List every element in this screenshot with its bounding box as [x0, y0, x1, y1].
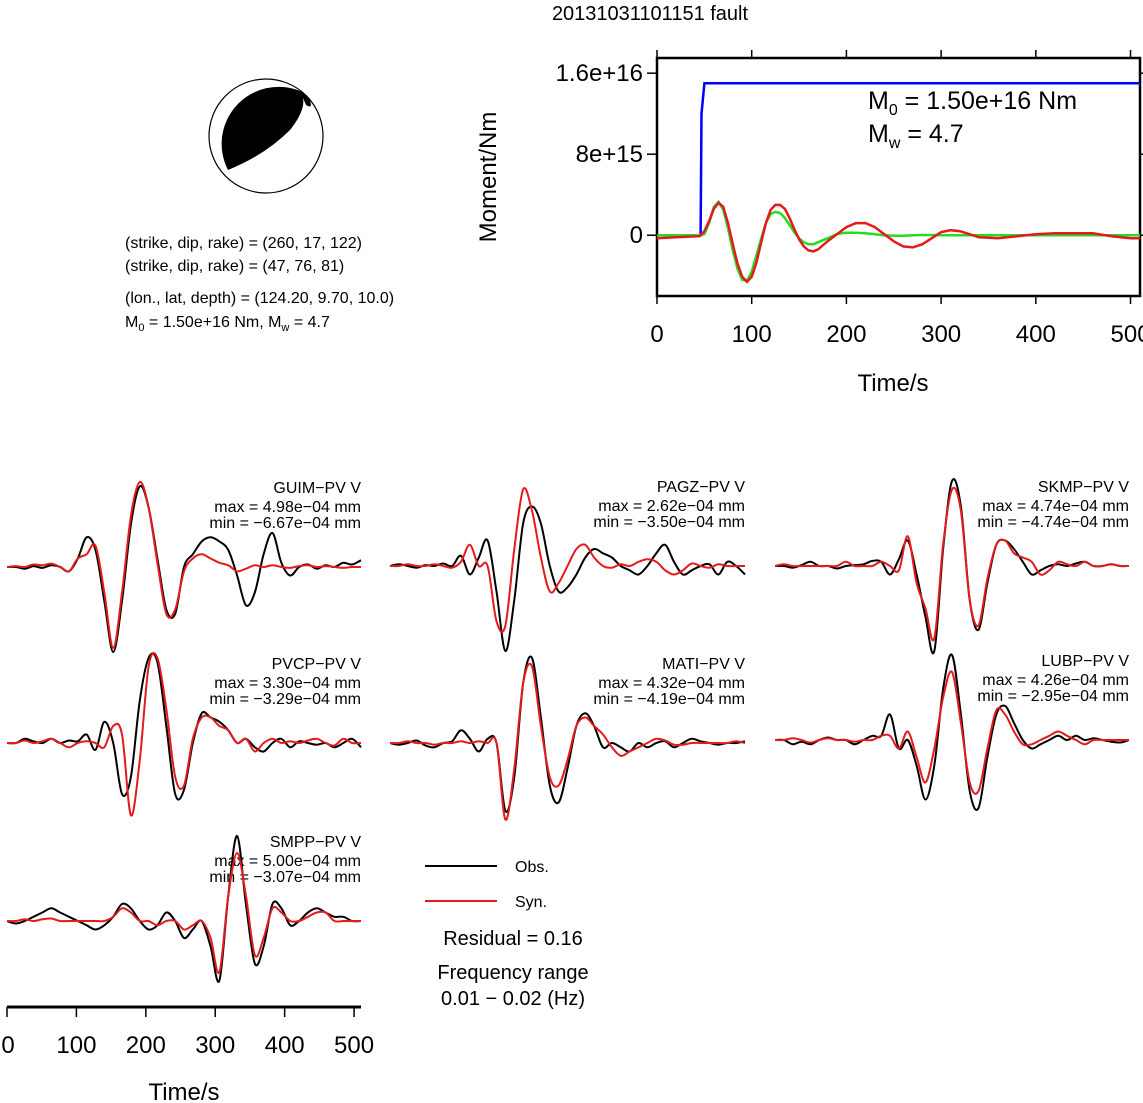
obs-trace	[389, 505, 746, 653]
legend-obs-label: Obs.	[515, 859, 549, 876]
moment-y-tick-label: 0	[630, 222, 643, 249]
moment-y-tick-label: 1.6e+16	[556, 60, 643, 87]
plane2-text: (strike, dip, rake) = (47, 76, 81)	[125, 258, 344, 275]
waveform-time-axis: 0 100 200 300 400 500	[1, 1005, 374, 1059]
plane1-text: (strike, dip, rake) = (260, 17, 122)	[125, 235, 362, 252]
station-max: max = 5.00e−04 mm	[214, 853, 361, 870]
station-max: max = 4.98e−04 mm	[214, 499, 361, 516]
station-min: min = −4.19e−04 mm	[593, 691, 745, 708]
syn-trace	[389, 487, 745, 634]
station-name: SMPP−PV V	[270, 834, 361, 851]
moment-x-tick-label: 400	[1016, 321, 1056, 348]
location-text: (lon., lat, depth) = (124.20, 9.70, 10.0…	[125, 290, 394, 307]
station-max: max = 2.62e−04 mm	[598, 498, 745, 515]
station-name: LUBP−PV V	[1041, 653, 1129, 670]
waveform-xlabel: Time/s	[148, 1079, 219, 1103]
beachball-icon	[208, 78, 324, 194]
magnitude-text: M0 = 1.50e+16 Nm, Mw = 4.7	[125, 314, 330, 334]
station-min: min = −2.95e−04 mm	[977, 688, 1129, 705]
syn-trace	[6, 652, 362, 817]
station-name: GUIM−PV V	[273, 480, 361, 497]
moment-x-tick-label: 300	[921, 321, 961, 348]
moment-x-tick-label: 100	[732, 321, 772, 348]
station-min: min = −3.50e−04 mm	[593, 514, 745, 531]
moment-mw-label: Mw = 4.7	[868, 120, 964, 152]
obs-trace	[6, 652, 362, 801]
station-name: MATI−PV V	[662, 656, 745, 673]
syn-trace	[774, 670, 1129, 795]
moment-x-tick-label: 200	[826, 321, 866, 348]
moment-series-1	[657, 199, 1140, 283]
station-name: SKMP−PV V	[1038, 479, 1129, 496]
residual-text: Residual = 0.16	[443, 928, 583, 950]
station-min: min = −3.07e−04 mm	[209, 869, 361, 886]
time-axis-tick-label: 400	[265, 1032, 305, 1059]
legend: Obs. Syn. Residual = 0.16 Frequency rang…	[425, 859, 589, 1010]
moment-lines	[656, 82, 1140, 284]
moment-x-tick-label: 0	[650, 321, 663, 348]
station-max: max = 4.26e−04 mm	[982, 672, 1129, 689]
figure-title: 20131031101151 fault	[552, 3, 749, 25]
moment-ticks: 0 100 200 300 400 500 0 8e+15 1.6e+16	[556, 50, 1143, 348]
station-max: max = 4.74e−04 mm	[982, 498, 1129, 515]
time-axis-tick-label: 200	[126, 1032, 166, 1059]
moment-x-tick-label: 500	[1111, 321, 1143, 348]
syn-trace	[774, 486, 1130, 642]
station-max: max = 4.32e−04 mm	[598, 675, 745, 692]
station-name: PVCP−PV V	[272, 656, 362, 673]
syn-trace	[6, 481, 362, 649]
time-axis-tick-label: 300	[195, 1032, 235, 1059]
moment-series-2	[656, 200, 1140, 284]
station-name: PAGZ−PV V	[657, 479, 746, 496]
moment-m0-label: M0 = 1.50e+16 Nm	[868, 87, 1077, 119]
station-min: min = −6.67e−04 mm	[209, 515, 361, 532]
station-min: min = −3.29e−04 mm	[209, 691, 361, 708]
moment-ylabel: Moment/Nm	[475, 112, 502, 243]
frequency-range-title: Frequency range	[437, 962, 588, 984]
legend-syn-label: Syn.	[515, 894, 547, 911]
time-axis-tick-label: 500	[334, 1032, 374, 1059]
time-axis-tick-label: 0	[1, 1032, 14, 1059]
station-max: max = 3.30e−04 mm	[214, 675, 361, 692]
syn-trace	[6, 851, 361, 974]
syn-trace	[389, 662, 746, 821]
time-axis-tick-label: 100	[56, 1032, 96, 1059]
frequency-range-value: 0.01 − 0.02 (Hz)	[441, 988, 585, 1010]
moment-y-tick-label: 8e+15	[576, 141, 643, 168]
moment-panel: 0 100 200 300 400 500 0 8e+15 1.6e+16 M0 = 1.50e…	[475, 50, 1143, 397]
obs-trace	[774, 478, 1130, 655]
moment-frame	[655, 56, 1142, 298]
moment-xlabel: Time/s	[857, 370, 928, 397]
station-min: min = −4.74e−04 mm	[977, 514, 1129, 531]
